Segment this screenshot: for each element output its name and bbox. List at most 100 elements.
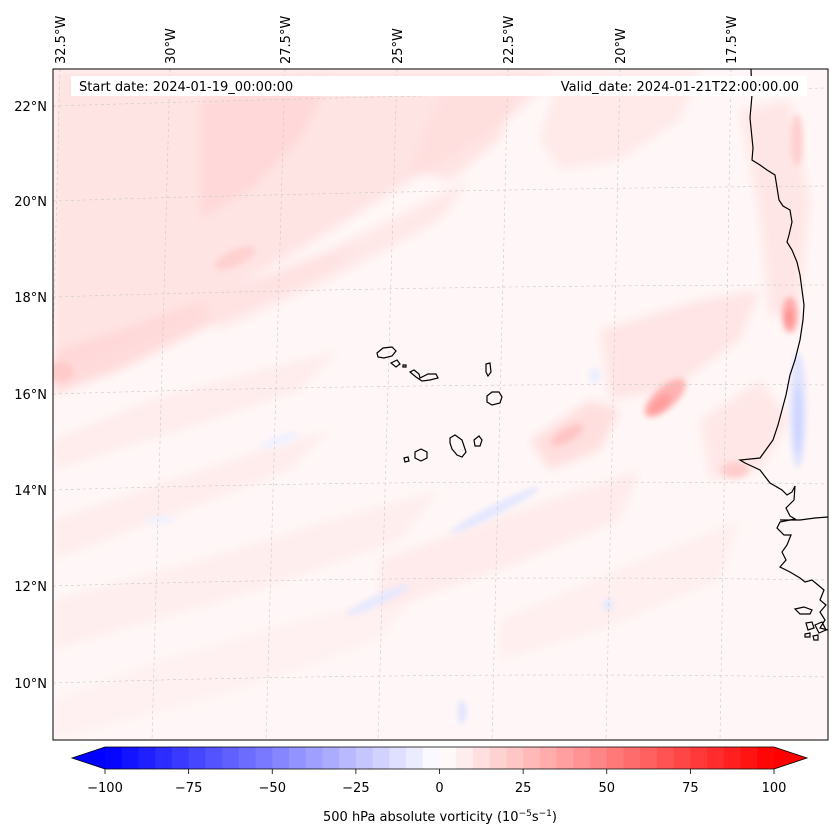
latitude-label: 20°N	[14, 195, 47, 210]
colorbar-extend-low	[72, 747, 105, 769]
colorbar-bins	[105, 747, 775, 769]
bijagos-island-2	[805, 621, 815, 631]
meridian-line	[605, 69, 621, 740]
meridian-line	[151, 69, 171, 740]
longitude-labels: 32.5°W 30°W 27.5°W 25°W 22.5°W 20°W 17.5°W	[54, 16, 740, 64]
island-santa-luzia	[402, 364, 407, 368]
longitude-label: 17.5°W	[725, 16, 740, 64]
colorbar-tick-label: −75	[175, 781, 202, 796]
island-sal	[485, 362, 492, 378]
map-frame	[52, 68, 829, 741]
colorbar-extend-high	[774, 747, 807, 769]
vorticity-negative-patches	[146, 352, 806, 724]
island-maio	[473, 435, 483, 447]
colorbar-bin	[573, 747, 591, 769]
colorbar-label: 500 hPa absolute vorticity (10−5s−1)	[323, 809, 557, 825]
colorbar-tick-label: 25	[515, 781, 532, 796]
island-boa-vista	[486, 391, 503, 406]
longitude-label: 27.5°W	[279, 16, 294, 64]
colorbar-tick-label: −50	[259, 781, 286, 796]
colorbar-bin	[355, 747, 374, 769]
gridlines	[53, 69, 828, 740]
parallel-line	[53, 481, 828, 491]
colorbar-bin	[255, 747, 273, 769]
colorbar: −100 −75 −50 −25 0 25 50 75 100 500 hPa absolute…	[70, 746, 809, 825]
colorbar-ticks: −100 −75 −50 −25 0 25 50 75 100	[87, 769, 786, 796]
parallel-line	[53, 185, 828, 202]
colorbar-bin	[205, 747, 223, 769]
meridian-line	[377, 69, 398, 740]
colorbar-bin	[406, 747, 424, 769]
longitude-label: 20°W	[614, 28, 629, 64]
colorbar-bin	[138, 747, 156, 769]
colorbar-bin	[556, 747, 574, 769]
colorbar-bin	[623, 747, 641, 769]
colorbar-bin	[690, 747, 708, 769]
colorbar-bin	[171, 747, 190, 769]
colorbar-bin	[506, 747, 524, 769]
colorbar-bin	[339, 747, 357, 769]
colorbar-bin	[372, 747, 390, 769]
colorbar-bin	[422, 747, 440, 769]
parallel-line	[53, 674, 828, 684]
colorbar-bin	[523, 747, 541, 769]
colorbar-bin	[222, 747, 240, 769]
colorbar-bin	[673, 747, 691, 769]
parallel-line	[53, 284, 828, 298]
parallel-line	[53, 87, 828, 107]
vorticity-strong-positive-cores	[53, 114, 803, 478]
latitude-labels: 22°N 20°N 18°N 16°N 14°N 12°N 10°N	[14, 100, 47, 692]
island-brava	[403, 456, 410, 463]
longitude-label: 30°W	[164, 28, 179, 64]
colorbar-tick-label: 75	[682, 781, 699, 796]
colorbar-bin	[105, 747, 123, 769]
colorbar-bin	[188, 747, 206, 769]
latitude-label: 10°N	[14, 677, 47, 692]
colorbar-tick-label: −100	[87, 781, 123, 796]
colorbar-bin	[640, 747, 658, 769]
vorticity-positive-patches	[53, 69, 810, 740]
island-santo-antao	[376, 346, 397, 359]
meridian-line	[491, 69, 509, 740]
parallel-line	[53, 577, 828, 587]
meridian-line	[265, 69, 286, 740]
parallel-line	[53, 384, 828, 395]
island-sao-vicente	[389, 359, 401, 368]
bijagos-island-4	[804, 632, 811, 638]
colorbar-bin	[606, 747, 624, 769]
bijagos-island-5	[812, 634, 819, 641]
longitude-label: 25°W	[391, 28, 406, 64]
colorbar-bin	[272, 747, 290, 769]
longitude-label: 22.5°W	[502, 16, 517, 64]
colorbar-tick-label: 100	[762, 781, 787, 796]
colorbar-bin	[389, 747, 407, 769]
colorbar-bin	[121, 747, 139, 769]
african-coastline	[738, 69, 828, 631]
colorbar-bin	[305, 747, 323, 769]
latitude-label: 16°N	[14, 388, 47, 403]
colorbar-bin	[590, 747, 608, 769]
bijagos-island-3	[814, 621, 827, 634]
colorbar-bin	[539, 747, 558, 769]
map-panel: Start date: 2024-01-19_00:00:00 Valid_da…	[53, 69, 828, 740]
colorbar-bin	[155, 747, 173, 769]
colorbar-bin	[707, 747, 725, 769]
latitude-label: 18°N	[14, 291, 47, 306]
longitude-label: 32.5°W	[54, 16, 69, 64]
island-fogo	[414, 448, 428, 462]
colorbar-bin	[723, 747, 742, 769]
colorbar-bin	[322, 747, 340, 769]
colorbar-bin	[740, 747, 758, 769]
colorbar-bin	[757, 747, 775, 769]
valid-date-label: Valid_date: 2024-01-21T22:00:00.00	[561, 80, 799, 95]
colorbar-bin	[656, 747, 675, 769]
colorbar-bin	[472, 747, 491, 769]
date-box	[71, 76, 807, 96]
latitude-label: 14°N	[14, 484, 47, 499]
latitude-label: 12°N	[14, 580, 47, 595]
colorbar-tick-label: 50	[598, 781, 615, 796]
latitude-label: 22°N	[14, 100, 47, 115]
colorbar-bin	[288, 747, 307, 769]
meridian-line	[719, 69, 732, 740]
